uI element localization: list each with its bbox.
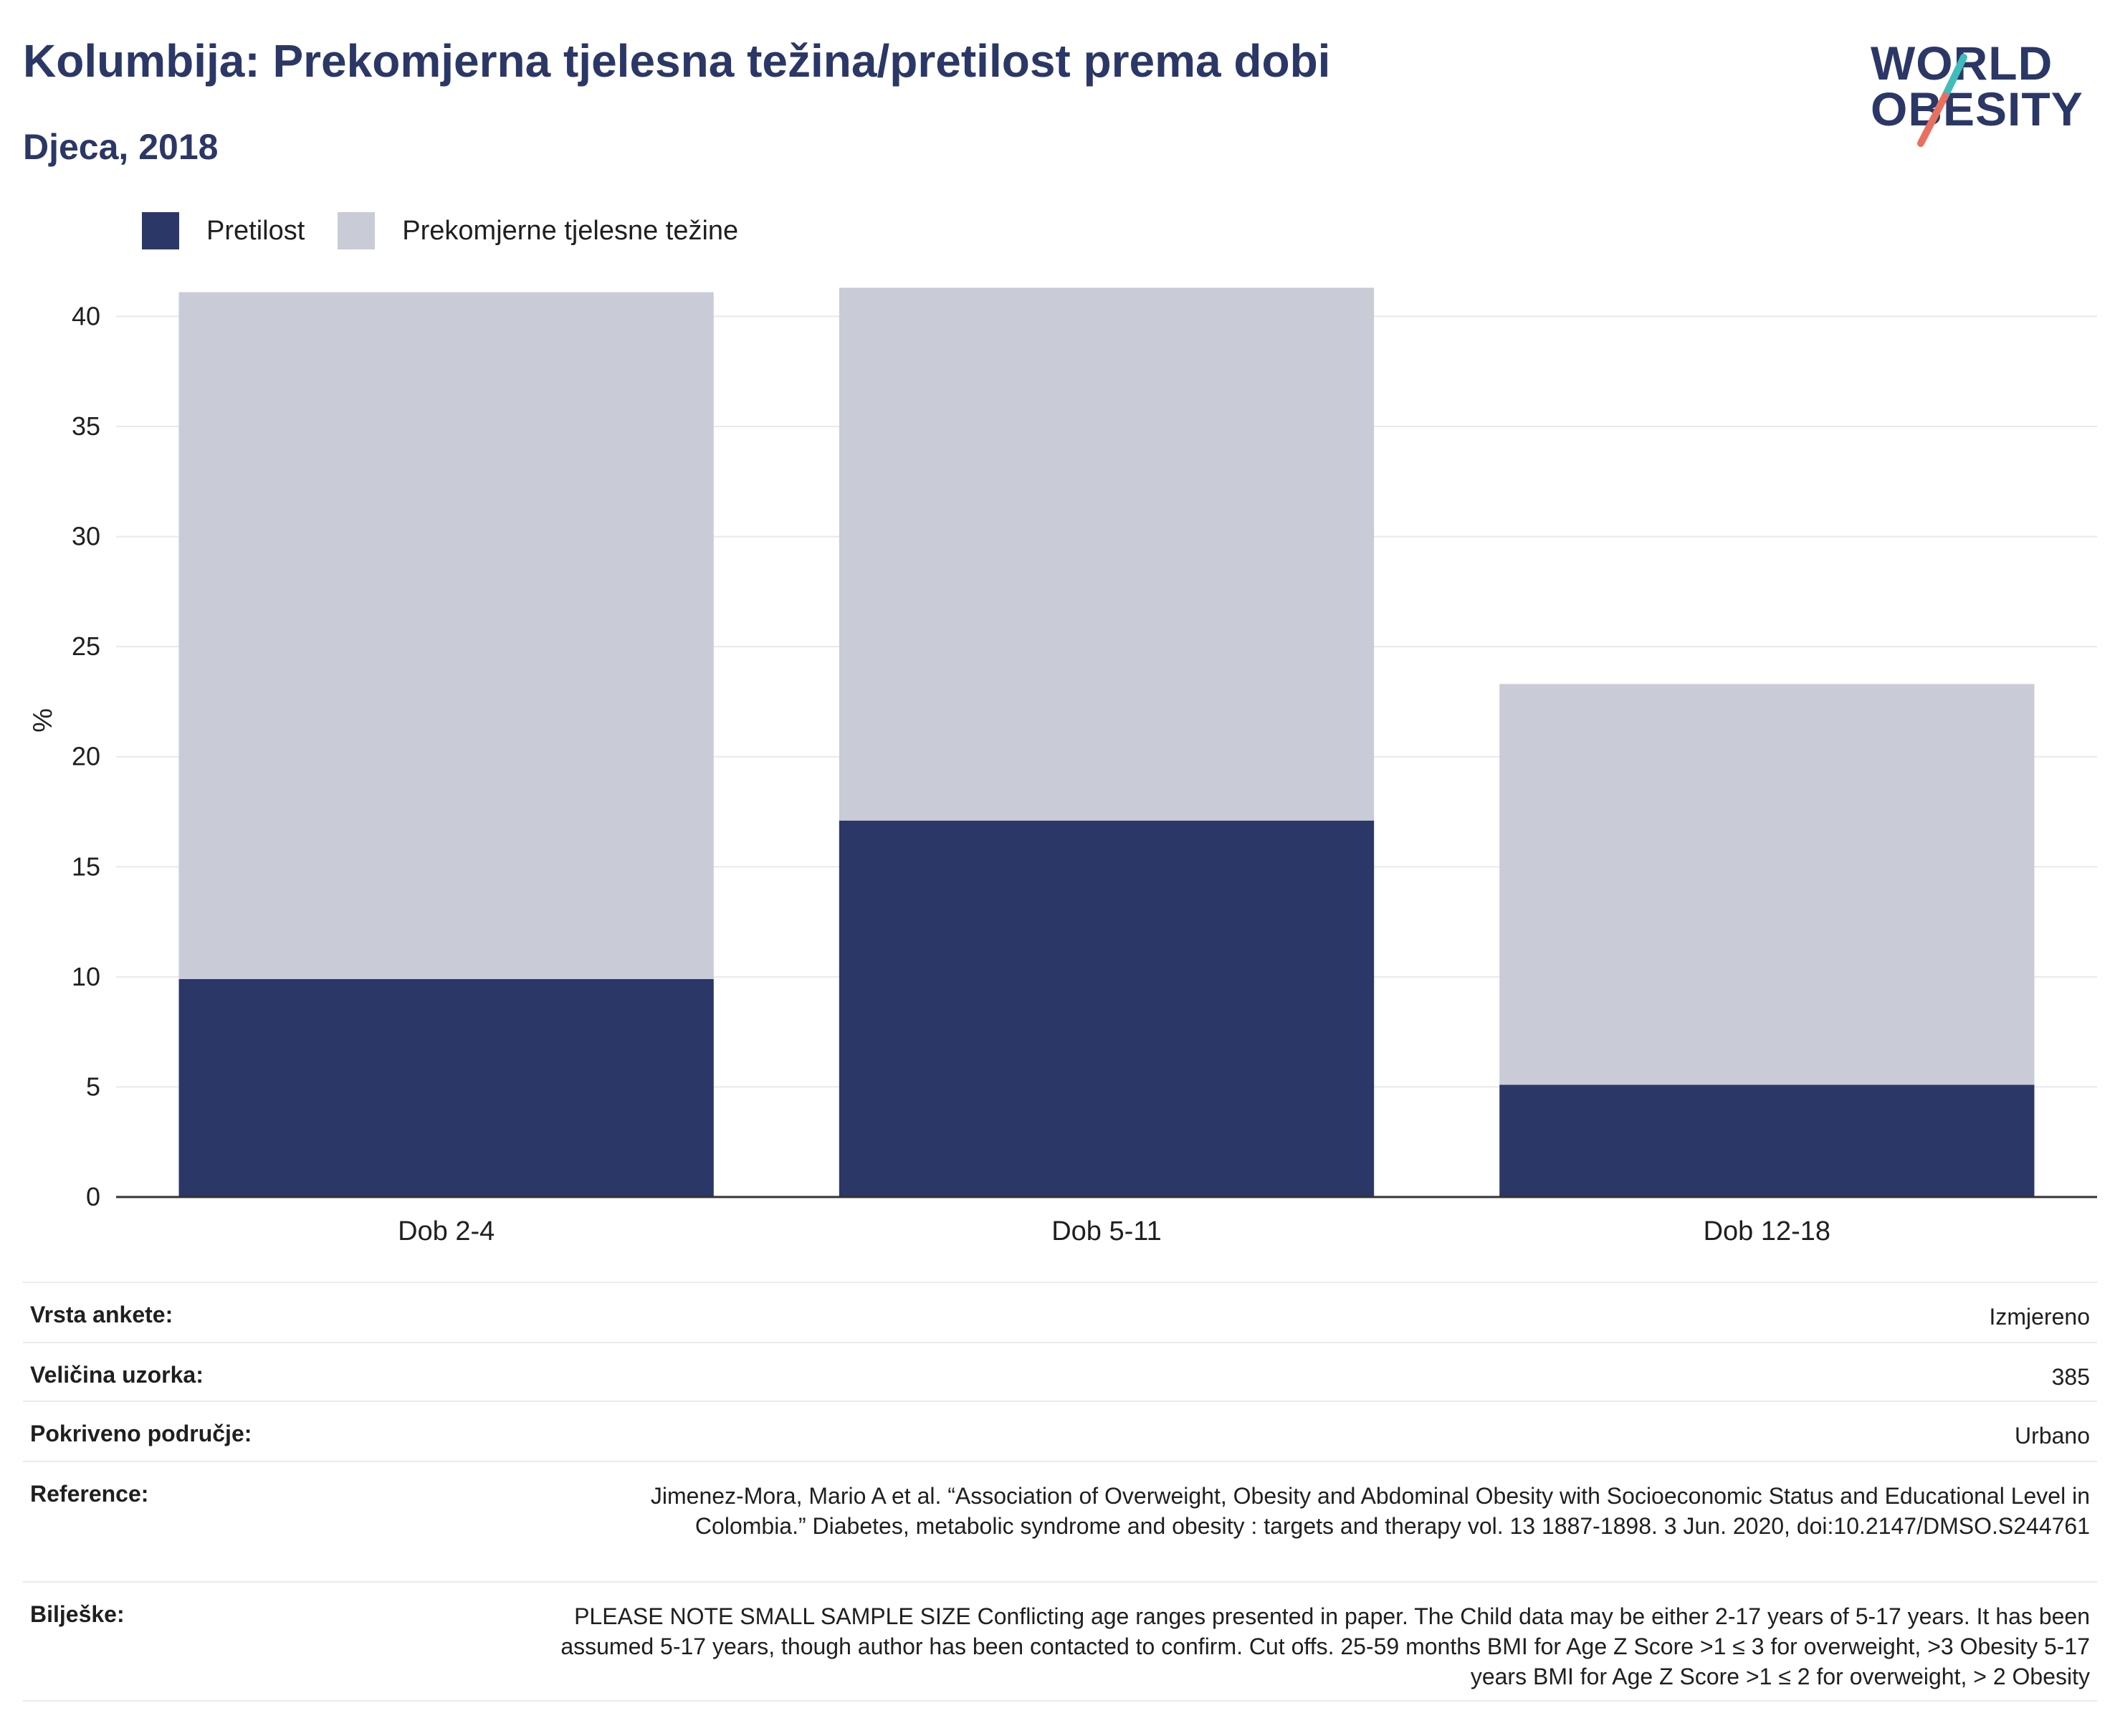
chart-subtitle: Djeca, 2018 <box>23 127 219 167</box>
world-obesity-logo: WORLD OBESITY <box>1871 36 2100 151</box>
info-label: Pokriveno područje: <box>30 1421 252 1446</box>
bar-overweight-3 <box>1499 684 2035 1085</box>
info-label: Vrsta ankete: <box>30 1302 173 1327</box>
info-label: Bilješke: <box>30 1601 125 1627</box>
bar-obesity-1 <box>178 978 714 1197</box>
y-tick-label-25: 25 <box>72 631 100 661</box>
legend-label-obesity: Pretilost <box>206 215 305 246</box>
bar-obesity-3 <box>1499 1084 2035 1197</box>
info-value: 385 <box>2051 1364 2090 1390</box>
x-tick-label-1: Dob 2-4 <box>398 1216 495 1246</box>
info-value: Izmjereno <box>1989 1304 2091 1330</box>
legend-swatch-overweight <box>338 212 376 249</box>
x-tick-label-2: Dob 5-11 <box>1051 1216 1162 1246</box>
y-tick-label-20: 20 <box>72 742 100 771</box>
y-tick-label-40: 40 <box>72 301 100 330</box>
legend-item-obesity[interactable]: Pretilost <box>142 212 305 249</box>
logo-slash-icon <box>1917 54 1967 147</box>
legend-label-overweight: Prekomjerne tjelesne težine <box>402 215 739 246</box>
chart-title: Kolumbija: Prekomjerna tjelesna težina/p… <box>23 35 1331 87</box>
legend-item-overweight[interactable]: Prekomjerne tjelesne težine <box>338 212 738 249</box>
y-tick-label-30: 30 <box>72 522 100 551</box>
y-axis-label: % <box>28 708 58 733</box>
info-row: Bilješke: PLEASE NOTE SMALL SAMPLE SIZE C… <box>23 1581 2097 1702</box>
bar-overweight-1 <box>178 292 714 979</box>
info-row: Vrsta ankete: Izmjereno <box>23 1282 2097 1342</box>
info-label: Reference: <box>30 1481 149 1507</box>
info-label: Veličina uzorka: <box>30 1362 204 1388</box>
survey-info-table: Vrsta ankete: Izmjereno Veličina uzorka: 38… <box>23 1282 2097 1702</box>
logo-word-obesity: OBESITY <box>1871 82 2083 135</box>
info-row: Reference: Jimenez-Mora, Mario A et al. “… <box>23 1461 2097 1581</box>
y-tick-label-5: 5 <box>86 1072 100 1101</box>
x-tick-label-3: Dob 12-18 <box>1704 1216 1830 1246</box>
info-value: Jimenez-Mora, Mario A et al. “Associatio… <box>650 1483 2090 1539</box>
y-tick-label-10: 10 <box>72 962 100 991</box>
bar-overweight-2 <box>839 287 1375 821</box>
stacked-bar-chart: 0 5 10 15 20 25 30 35 40% Dob 2-4 Dob 5-11 Dob 12-1… <box>28 287 2097 1246</box>
y-tick-label-35: 35 <box>72 411 100 441</box>
y-tick-label-0: 0 <box>86 1182 100 1211</box>
chart-legend: Pretilost Prekomjerne tjelesne težine <box>142 212 771 249</box>
legend-swatch-obesity <box>142 212 179 249</box>
info-row: Veličina uzorka: 385 <box>23 1342 2097 1401</box>
info-value: Urbano <box>2015 1423 2090 1449</box>
y-tick-label-15: 15 <box>72 852 100 881</box>
bar-obesity-2 <box>839 820 1375 1197</box>
info-value: PLEASE NOTE SMALL SAMPLE SIZE Conflictin… <box>560 1603 2090 1689</box>
info-row: Pokriveno područje: Urbano <box>23 1401 2097 1461</box>
